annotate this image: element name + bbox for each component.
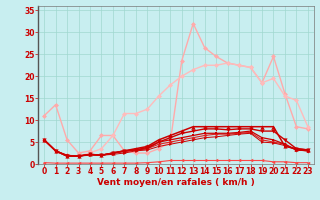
X-axis label: Vent moyen/en rafales ( km/h ): Vent moyen/en rafales ( km/h ): [97, 178, 255, 187]
